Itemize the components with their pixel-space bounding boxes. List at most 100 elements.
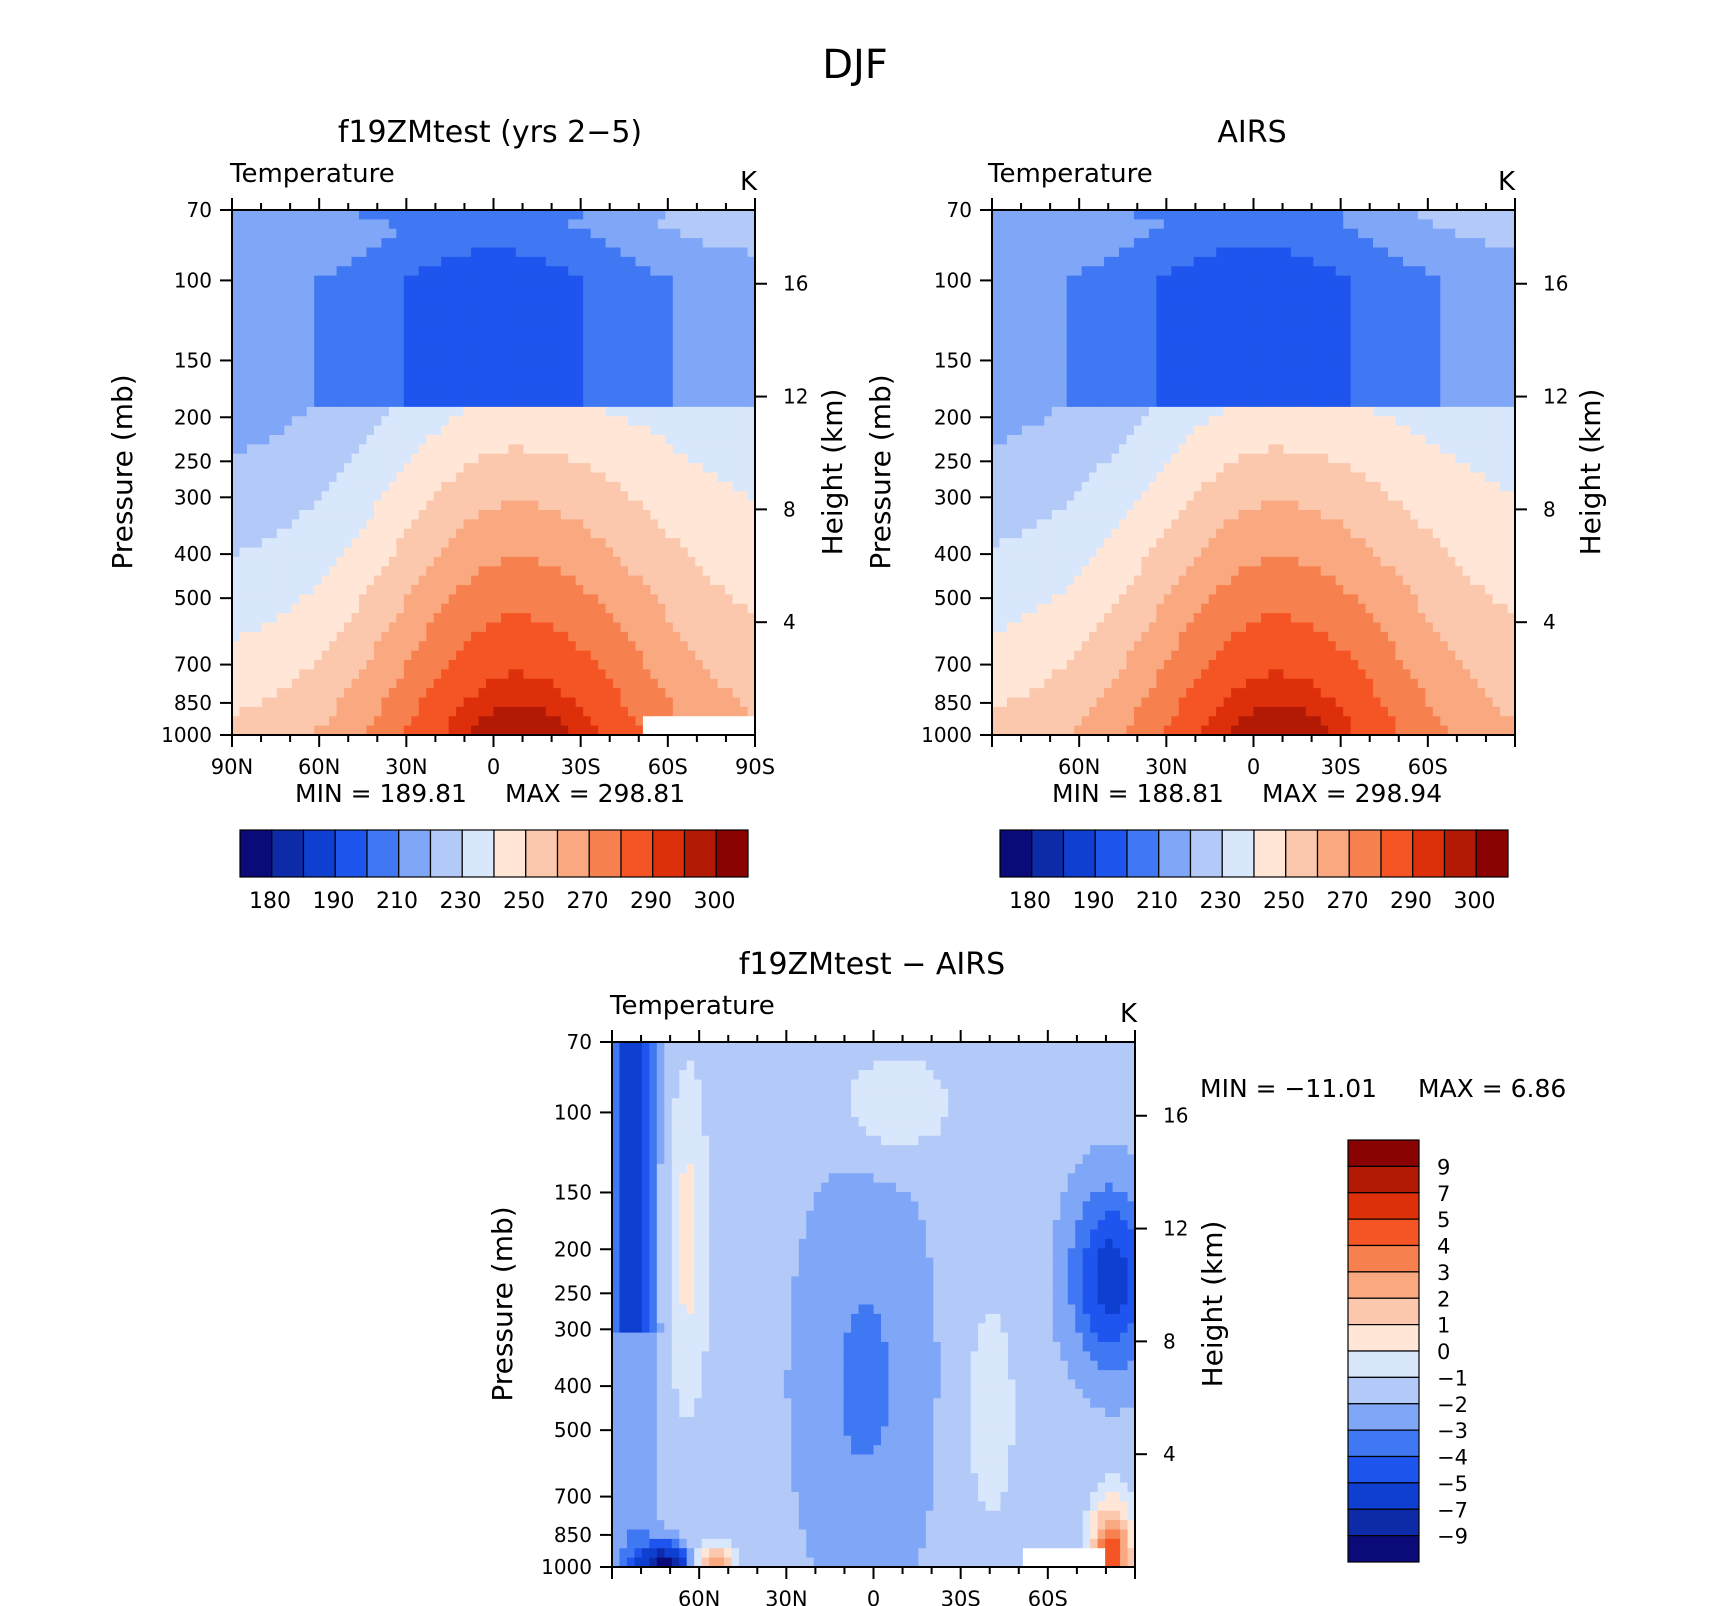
field-cell (284, 219, 293, 230)
field-cell (515, 678, 524, 689)
field-cell (321, 285, 330, 295)
field-cell (411, 444, 420, 455)
field-cell (553, 688, 562, 699)
field-cell (1246, 331, 1255, 342)
field-cell (388, 388, 397, 399)
field-cell (702, 669, 711, 680)
field-cell (359, 388, 368, 399)
field-cell (314, 528, 323, 539)
field-cell (388, 716, 397, 727)
field-cell (463, 444, 472, 455)
field-cell (740, 650, 749, 661)
field-cell (500, 594, 510, 605)
field-cell (366, 500, 375, 511)
field-cell (642, 660, 651, 670)
field-cell (1201, 313, 1210, 324)
field-cell (1044, 322, 1053, 333)
field-cell (1193, 256, 1202, 267)
field-cell (291, 500, 300, 511)
field-cell (657, 303, 666, 314)
field-cell (486, 472, 495, 483)
field-cell (613, 528, 622, 539)
field-cell (299, 360, 308, 370)
field-cell (276, 331, 285, 342)
field-cell (620, 500, 629, 511)
field-cell (598, 547, 607, 558)
field-cell (620, 491, 629, 502)
field-cell (613, 238, 622, 249)
field-cell (336, 266, 345, 277)
field-cell (493, 275, 502, 286)
field-cell (388, 678, 397, 689)
field-cell (321, 210, 330, 220)
field-cell (627, 350, 637, 361)
field-cell (1343, 210, 1352, 220)
field-cell (650, 331, 659, 342)
field-cell (351, 285, 360, 295)
field-cell (1343, 303, 1352, 314)
field-cell (747, 416, 756, 427)
field-cell (269, 660, 278, 670)
field-cell (426, 566, 435, 577)
field-cell (291, 463, 300, 474)
field-cell (291, 425, 300, 436)
field-cell (575, 566, 584, 577)
field-cell (321, 388, 330, 399)
field-cell (560, 303, 569, 314)
field-cell (553, 228, 562, 239)
field-cell (418, 369, 427, 380)
field-cell (403, 275, 412, 286)
field-cell (254, 510, 263, 520)
field-cell (471, 697, 480, 708)
field-cell (627, 238, 637, 249)
field-cell (433, 425, 442, 436)
field-cell (717, 228, 726, 239)
field-cell (538, 650, 547, 661)
field-cell (717, 528, 726, 539)
field-cell (471, 238, 480, 249)
field-cell (1268, 247, 1277, 258)
field-cell (1081, 275, 1090, 286)
field-cell (232, 256, 241, 267)
field-cell (246, 275, 256, 286)
field-cell (553, 697, 562, 708)
field-cell (665, 313, 674, 324)
field-cell (396, 481, 405, 492)
field-cell (672, 575, 681, 586)
field-cell (463, 688, 472, 699)
field-cell (1447, 256, 1456, 267)
field-cell (254, 453, 263, 464)
field-cell (620, 369, 629, 380)
field-cell (403, 706, 412, 717)
field-cell (672, 688, 681, 699)
field-cell (418, 219, 427, 230)
field-cell (396, 228, 405, 239)
field-cell (471, 397, 480, 408)
field-cell (486, 435, 495, 445)
field-cell (583, 706, 592, 717)
field-cell (1410, 219, 1419, 230)
field-cell (717, 463, 726, 474)
field-cell (680, 256, 689, 267)
field-cell (456, 500, 465, 511)
field-cell (583, 613, 592, 624)
field-cell (321, 378, 330, 389)
field-cell (717, 725, 726, 736)
field-cell (560, 716, 569, 727)
field-cell (560, 660, 569, 670)
field-cell (590, 219, 599, 230)
field-cell (1074, 303, 1083, 314)
field-cell (433, 416, 442, 427)
field-cell (239, 416, 248, 427)
field-cell (276, 435, 285, 445)
field-cell (710, 660, 719, 670)
field-cell (441, 688, 450, 699)
field-cell (1268, 210, 1277, 220)
field-cell (725, 369, 734, 380)
field-cell (366, 275, 375, 286)
field-cell (672, 566, 681, 577)
field-cell (740, 219, 749, 230)
field-cell (687, 510, 696, 520)
field-cell (725, 303, 734, 314)
field-cell (1260, 313, 1270, 324)
